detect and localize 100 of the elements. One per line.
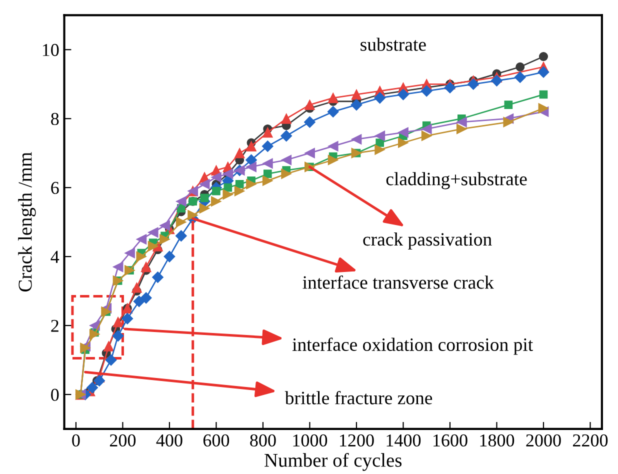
point bbox=[504, 100, 513, 109]
point bbox=[538, 103, 549, 114]
point bbox=[538, 66, 550, 78]
x-axis-title: Number of cycles bbox=[264, 452, 402, 471]
point bbox=[328, 154, 338, 166]
point bbox=[516, 62, 525, 72]
point bbox=[304, 148, 315, 158]
point bbox=[164, 250, 176, 262]
x-tick-label: 1000 bbox=[293, 434, 328, 447]
point bbox=[421, 130, 432, 142]
annotation: substrate bbox=[360, 38, 426, 51]
point bbox=[103, 341, 114, 352]
point bbox=[160, 220, 170, 231]
x-tick-label: 400 bbox=[156, 434, 182, 447]
y-tick-label: 6 bbox=[51, 182, 59, 194]
point bbox=[246, 178, 256, 190]
point bbox=[421, 124, 432, 134]
point bbox=[444, 82, 456, 94]
point bbox=[262, 175, 273, 186]
point bbox=[262, 158, 273, 169]
point bbox=[280, 130, 292, 142]
point bbox=[514, 71, 526, 83]
point bbox=[224, 183, 232, 192]
point bbox=[133, 296, 145, 308]
point bbox=[262, 140, 274, 152]
point bbox=[176, 196, 186, 207]
annotation: crack passivation bbox=[363, 232, 492, 250]
point bbox=[86, 382, 98, 394]
point bbox=[490, 74, 502, 86]
point bbox=[148, 240, 158, 252]
point bbox=[398, 127, 408, 138]
point bbox=[503, 116, 514, 128]
point bbox=[176, 216, 186, 228]
point bbox=[132, 282, 142, 293]
annotation: cladding+substrate bbox=[386, 172, 527, 190]
point bbox=[94, 374, 106, 386]
x-tick-label: 1400 bbox=[386, 434, 421, 447]
point bbox=[140, 262, 152, 272]
x-tick-label: 200 bbox=[110, 434, 136, 447]
x-tick-label: 1200 bbox=[340, 434, 374, 447]
point bbox=[304, 100, 315, 110]
point bbox=[246, 162, 256, 172]
annotation: interface transverse crack bbox=[302, 275, 494, 289]
point bbox=[112, 262, 124, 272]
point bbox=[281, 154, 292, 166]
point bbox=[304, 116, 316, 128]
point bbox=[376, 138, 384, 147]
point bbox=[398, 138, 408, 148]
y-tick-label: 2 bbox=[51, 320, 58, 332]
point bbox=[374, 144, 386, 155]
point bbox=[281, 113, 292, 124]
y-tick-label: 10 bbox=[42, 44, 59, 56]
point bbox=[148, 227, 158, 238]
point bbox=[246, 140, 256, 152]
point bbox=[211, 196, 222, 207]
point bbox=[200, 194, 209, 202]
point bbox=[456, 116, 467, 128]
point bbox=[538, 52, 548, 62]
point bbox=[468, 78, 480, 90]
point bbox=[328, 140, 338, 152]
point bbox=[351, 134, 362, 145]
point bbox=[89, 328, 100, 340]
point bbox=[539, 90, 548, 99]
x-tick-label: 800 bbox=[250, 434, 276, 447]
y-tick-label: 8 bbox=[51, 112, 59, 126]
point bbox=[112, 330, 124, 342]
point bbox=[327, 106, 339, 118]
y-tick-label: 4 bbox=[50, 250, 60, 263]
point bbox=[263, 170, 272, 178]
point bbox=[420, 85, 432, 97]
point bbox=[124, 248, 135, 258]
point bbox=[374, 92, 386, 104]
y-axis-title: Crack length /mm bbox=[18, 152, 36, 292]
point bbox=[262, 127, 273, 138]
x-tick-label: 1600 bbox=[434, 434, 468, 447]
point bbox=[199, 203, 210, 214]
point bbox=[212, 186, 220, 196]
annotation: interface oxidation corrosion pit bbox=[292, 338, 534, 355]
point bbox=[235, 180, 244, 188]
point bbox=[374, 130, 386, 142]
point bbox=[246, 154, 258, 166]
point bbox=[199, 178, 210, 190]
point bbox=[175, 230, 187, 242]
point bbox=[222, 189, 234, 200]
point bbox=[456, 124, 467, 134]
x-tick-label: 0 bbox=[72, 434, 80, 447]
point bbox=[152, 271, 164, 283]
point bbox=[160, 234, 170, 245]
x-tick-label: 2000 bbox=[526, 434, 561, 447]
point bbox=[105, 354, 117, 366]
x-tick-label: 600 bbox=[203, 434, 230, 447]
point bbox=[397, 88, 409, 100]
point bbox=[328, 92, 338, 104]
point bbox=[188, 210, 198, 220]
point bbox=[136, 234, 147, 245]
annotation: brittle fracture zone bbox=[284, 390, 432, 404]
point bbox=[112, 316, 124, 328]
point bbox=[234, 186, 245, 196]
y-tick-label: 0 bbox=[51, 388, 59, 401]
point bbox=[136, 251, 147, 262]
